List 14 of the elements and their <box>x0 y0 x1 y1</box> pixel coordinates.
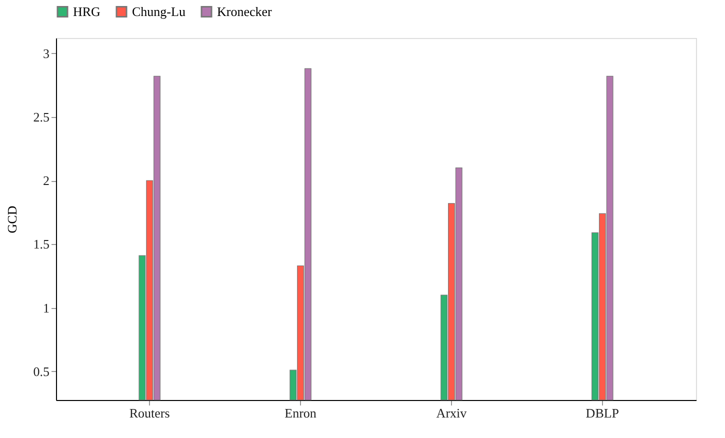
legend-label: Kronecker <box>217 4 273 19</box>
x-tick-label: Routers <box>129 406 170 420</box>
y-tick-label: 1 <box>43 300 50 316</box>
x-tick-label: Enron <box>284 406 317 420</box>
y-tick-label: 2 <box>43 173 50 188</box>
y-tick-label: 0.5 <box>33 364 50 379</box>
legend-label: HRG <box>73 4 100 19</box>
y-axis-title: GCD <box>4 206 20 234</box>
y-tick-label: 3 <box>43 46 50 61</box>
x-tick-label: DBLP <box>586 406 620 420</box>
legend-label: Chung-Lu <box>132 4 186 19</box>
y-tick-label: 2.5 <box>33 109 50 124</box>
x-tick-label: Arxiv <box>436 406 468 420</box>
y-tick-label: 1.5 <box>33 236 50 252</box>
